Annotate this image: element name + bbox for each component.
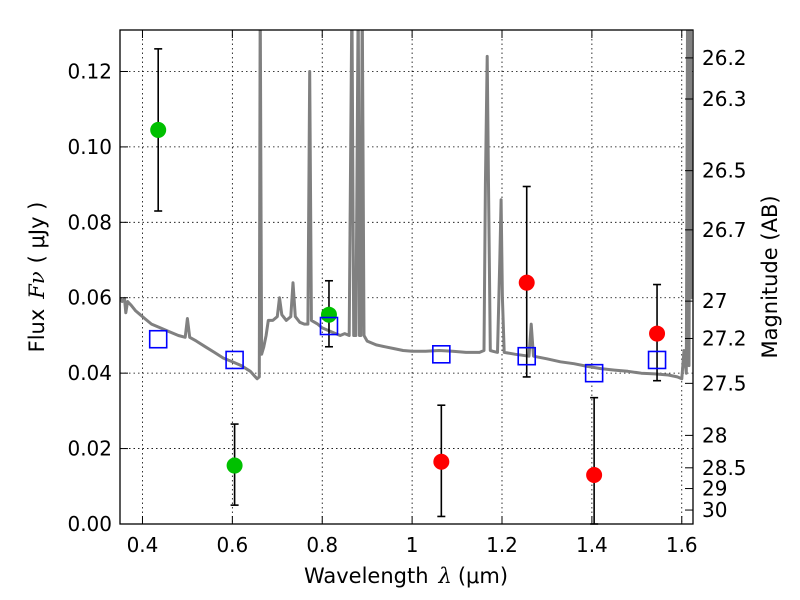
x-tick-label: 0.8 [306,533,338,557]
y2-tick-label: 29 [702,477,727,501]
y2-tick-label: 30 [702,498,727,522]
data-point-1-0 [433,453,450,470]
y2-tick-label: 26.5 [702,159,747,183]
data-markers [148,121,667,483]
model-spectrum-line [120,30,693,381]
y2-axis-label: Magnitude (AB) [758,195,782,358]
model-photometry-point-6 [647,350,667,370]
data-point-0-1 [226,457,243,474]
data-point-1-1 [518,274,535,291]
y-axis-label: FluxFν( μJy ) [25,202,49,353]
model-photometry-point-2 [319,316,339,336]
x-tick-label: 1 [406,533,419,557]
x-tick-label: 0.6 [216,533,248,557]
y2-tick-label: 27 [702,289,727,313]
model-photometry-point-3 [432,345,451,364]
y-tick-label: 0.10 [67,135,112,159]
data-point-1-2 [586,466,603,483]
x-tick-label: 1.6 [666,533,698,557]
model-photometry-point-0 [148,329,168,349]
y-tick-label: 0.02 [67,437,112,461]
y-tick-label: 0.08 [67,210,112,234]
y-tick-label: 0.12 [67,59,112,83]
y-tick-label: 0.06 [67,286,112,310]
grid [120,30,693,524]
x-axis-label: Wavelength λ (μm) [304,564,508,588]
x-tick-label: 0.4 [127,533,159,557]
plot-frame [119,29,694,525]
data-point-1-3 [649,325,666,342]
y2-tick-label: 26.2 [702,46,747,70]
x-tick-label: 1.4 [576,533,608,557]
x-tick-label: 1.2 [486,533,518,557]
y2-tick-label: 26.7 [702,218,747,242]
data-point-0-2 [320,306,337,323]
model-photometry-point-1 [225,350,244,370]
y2-tick-label: 27.2 [702,326,747,350]
y2-tick-label: 28.5 [702,456,747,480]
y-tick-label: 0.00 [67,512,112,536]
y2-tick-label: 28 [702,423,727,447]
y2-tick-label: 26.3 [702,87,747,111]
model-photometry-point-4 [517,346,537,366]
data-point-0-0 [150,121,167,138]
y-tick-label: 0.04 [67,361,112,385]
y2-tick-label: 27.5 [702,371,747,395]
plot-background [120,30,693,524]
axis-ticks: 0.4 0.6 0.8 1 1.2 1.4 1.6 0.00 0.02 0.04 0.06 0.08 0… [67,30,747,557]
model-photometry-point-5 [584,363,604,383]
